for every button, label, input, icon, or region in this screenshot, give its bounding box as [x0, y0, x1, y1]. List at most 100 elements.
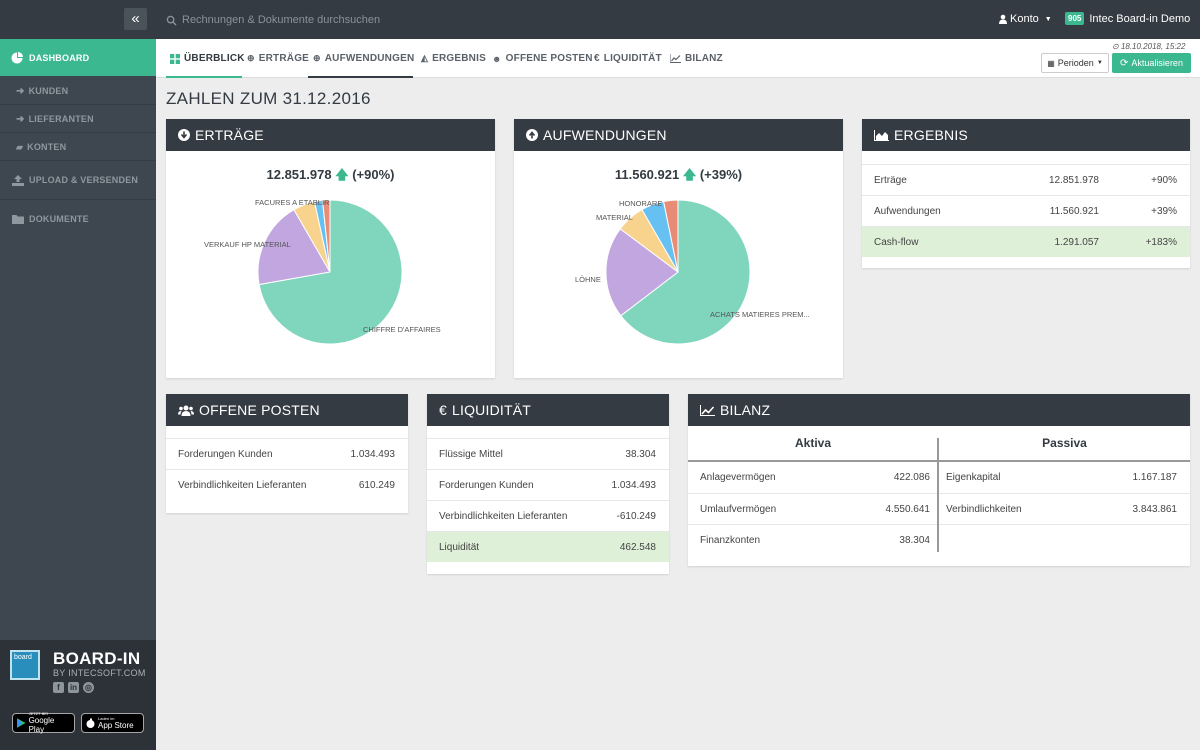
panel-title: ERGEBNIS: [894, 127, 968, 143]
bilanz-divider: [937, 438, 939, 552]
table-row-highlight: Cash-flow 1.291.057 +183%: [862, 226, 1190, 257]
tab-label: ERTRÄGE: [258, 53, 310, 64]
app-store-badge[interactable]: Laden im App Store: [81, 713, 144, 733]
timestamp-text: 18.10.2018, 15:22: [1120, 42, 1186, 51]
nav-konten[interactable]: ▰ KONTEN: [0, 134, 156, 161]
tab-bilanz[interactable]: BILANZ: [670, 39, 723, 78]
row-value: 12.851.978: [1048, 174, 1099, 186]
total-value: 12.851.978: [266, 167, 332, 182]
google-play-text: Google Play: [28, 716, 55, 734]
app-store-text: App Store: [98, 720, 134, 730]
search-input[interactable]: [182, 14, 582, 26]
row-change: +183%: [1145, 236, 1177, 248]
row-change: +39%: [1151, 205, 1177, 217]
row-label: Verbindlichkeiten Lieferanten: [178, 479, 307, 491]
panel-header: AUFWENDUNGEN: [514, 119, 843, 151]
google-play-badge[interactable]: JETZT BEI Google Play: [12, 712, 75, 734]
tab-offene-posten[interactable]: ☻ OFFENE POSTEN: [492, 39, 593, 78]
social-links: f in ◎: [53, 682, 94, 693]
nav-lieferanten[interactable]: ➜ LIEFERANTEN: [0, 106, 156, 133]
tab-ueberblick[interactable]: ÜBERBLICK: [170, 39, 245, 78]
total-change: (+39%): [699, 167, 743, 182]
table-row: Verbindlichkeiten 3.843.861: [939, 493, 1190, 524]
liquiditaet-panel: € LIQUIDITÄT Flüssige Mittel 38.304 Ford…: [427, 394, 669, 574]
total-change: (+90%): [352, 167, 395, 182]
panel-header: OFFENE POSTEN: [166, 394, 408, 426]
collapse-sidebar-button[interactable]: «: [124, 8, 147, 30]
search-bar: [166, 11, 766, 29]
pie-label: CHIFFRE D'AFFAIRES: [363, 325, 441, 334]
pie-label: MATERIAL: [596, 213, 633, 222]
caret-down-icon: ▼: [1096, 60, 1103, 66]
pie-slice: [257, 209, 331, 286]
panel-header: € LIQUIDITÄT: [427, 394, 669, 426]
brand-name: BOARD-IN: [53, 649, 141, 668]
passiva-header: Passiva: [939, 426, 1190, 462]
hover-tab-indicator: [308, 76, 413, 78]
bilanz-panel: BILANZ Aktiva Passiva Anlagevermögen 422…: [688, 394, 1190, 566]
nav-kunden[interactable]: ➜ KUNDEN: [0, 78, 156, 105]
nav-dokumente[interactable]: DOKUMENTE: [0, 211, 156, 227]
row-label: Cash-flow: [874, 236, 919, 248]
offene-posten-panel: OFFENE POSTEN Forderungen Kunden 1.034.4…: [166, 394, 408, 513]
table-row: Eigenkapital 1.167.187: [939, 462, 1190, 493]
tab-bar: ÜBERBLICK ⊕ ERTRÄGE ⊕ AUFWENDUNGEN ◭ ERG…: [156, 39, 1200, 78]
row-value: 4.550.641: [885, 503, 931, 515]
row-value: 1.034.493: [350, 448, 396, 460]
app-store-small: Laden im: [98, 715, 115, 721]
pie-slice: [321, 199, 331, 273]
arrow-circle-icon: ➜: [16, 113, 25, 125]
page-title: ZAHLEN ZUM 31.12.2016: [166, 89, 371, 108]
table-row: Verbindlichkeiten Lieferanten 610.249: [166, 469, 408, 500]
perioden-dropdown[interactable]: ▦ Perioden ▼: [1041, 53, 1109, 73]
aufwendungen-total: 11.560.921 🡅 (+39%): [514, 166, 843, 188]
table-row-highlight: Liquidität 462.548: [427, 531, 669, 562]
table-row: Forderungen Kunden 1.034.493: [166, 438, 408, 469]
google-play-icon: [17, 718, 26, 728]
row-value: 1.034.493: [611, 479, 657, 491]
arrow-circle-down-icon: ⊕: [247, 53, 255, 63]
tab-liquiditaet[interactable]: € LIQUIDITÄT: [594, 39, 662, 78]
account-menu[interactable]: Konto ▼: [999, 13, 1052, 25]
nav-upload-label: UPLOAD & VERSENDEN: [29, 175, 139, 185]
panel-title: ERTRÄGE: [195, 127, 264, 143]
table-row: Verbindlichkeiten Lieferanten -610.249: [427, 500, 669, 531]
company-name: Intec Board-in Demo: [1089, 12, 1191, 25]
row-label: Aufwendungen: [874, 205, 941, 217]
tab-aufwendungen[interactable]: ⊕ AUFWENDUNGEN: [313, 39, 414, 78]
brand-footer: board BOARD-IN BY INTECSOFT.COM f in ◎ J…: [0, 640, 156, 750]
table-row: Anlagevermögen 422.086: [688, 462, 937, 493]
tab-ertraege[interactable]: ⊕ ERTRÄGE: [247, 39, 309, 78]
row-value: 462.548: [619, 541, 656, 553]
globe-icon[interactable]: ◎: [83, 682, 94, 693]
pie-slice: [663, 199, 679, 273]
panel-title: LIQUIDITÄT: [452, 402, 532, 418]
arrow-circle-up-icon: ⊕: [313, 53, 321, 63]
total-value: 11.560.921: [614, 167, 680, 182]
company-selector[interactable]: 905 Intec Board-in Demo: [1065, 12, 1190, 25]
ertraege-total: 12.851.978 🡅 (+90%): [166, 166, 495, 188]
nav-dashboard[interactable]: DASHBOARD: [0, 39, 156, 76]
arrow-circle-down-icon: [178, 129, 190, 141]
row-value: 3.843.861: [1132, 503, 1178, 515]
tab-ergebnis[interactable]: ◭ ERGEBNIS: [421, 39, 486, 78]
panel-header: ERGEBNIS: [862, 119, 1190, 151]
line-chart-icon: [700, 404, 715, 416]
company-badge: 905: [1065, 12, 1085, 25]
nav-lieferanten-label: LIEFERANTEN: [28, 114, 94, 124]
aktualisieren-button[interactable]: ⟳ Aktualisieren: [1112, 53, 1191, 73]
top-bar: « Konto ▼ 905 Intec Board-in Demo: [0, 0, 1200, 39]
account-label: Konto: [1010, 13, 1039, 25]
sidebar-divider: [0, 199, 156, 200]
facebook-icon[interactable]: f: [53, 682, 64, 693]
pie-label: FACURES A ETABLIR: [255, 198, 330, 207]
linkedin-icon[interactable]: in: [68, 682, 79, 693]
nav-upload[interactable]: UPLOAD & VERSENDEN: [0, 172, 156, 188]
pie-label: VERKAUF HP MATERIAL: [204, 240, 291, 249]
arrow-circle-icon: ➜: [16, 85, 25, 97]
bilanz-table: Aktiva Passiva Anlagevermögen 422.086 Um…: [688, 426, 1190, 566]
arrow-circle-up-icon: [526, 129, 538, 141]
aufwendungen-panel: AUFWENDUNGEN 11.560.921 🡅 (+39%) ACHATS …: [514, 119, 843, 378]
tab-label: ERGEBNIS: [432, 53, 486, 64]
row-value: 11.560.921: [1049, 205, 1099, 217]
